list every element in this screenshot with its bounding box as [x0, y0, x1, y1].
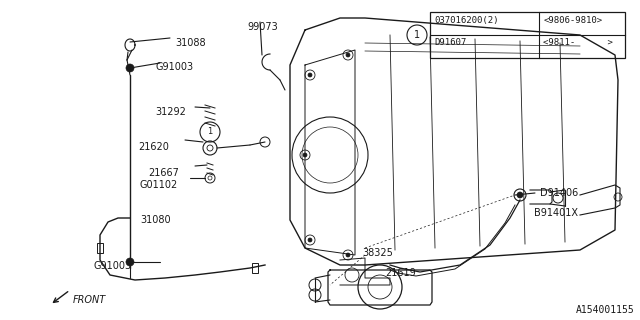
Text: 99073: 99073	[247, 22, 278, 32]
Text: FRONT: FRONT	[73, 295, 106, 305]
Text: 21667: 21667	[148, 168, 179, 178]
Text: <9811-      >: <9811- >	[543, 38, 613, 47]
Text: 21620: 21620	[138, 142, 169, 152]
Text: 1: 1	[414, 30, 420, 40]
Bar	[430, 12, 625, 58]
Text: 31080: 31080	[140, 215, 171, 225]
Text: G91003: G91003	[93, 261, 131, 271]
Text: G91003: G91003	[155, 62, 193, 72]
Text: A154001155: A154001155	[576, 305, 635, 315]
Text: 037016200(2): 037016200(2)	[434, 16, 499, 25]
Text: 31088: 31088	[175, 38, 205, 48]
Text: 1: 1	[207, 127, 212, 137]
Text: 21619: 21619	[385, 268, 416, 278]
Circle shape	[517, 192, 523, 198]
Bar	[97, 243, 103, 253]
Text: B91401X: B91401X	[534, 208, 578, 218]
Circle shape	[308, 73, 312, 77]
Text: 38325: 38325	[362, 248, 393, 258]
Circle shape	[346, 53, 350, 57]
Text: D91607: D91607	[434, 38, 467, 47]
Text: <9806-9810>: <9806-9810>	[543, 16, 602, 25]
Text: D91406: D91406	[540, 188, 579, 198]
Bar	[252, 263, 258, 273]
Circle shape	[303, 153, 307, 157]
Circle shape	[308, 238, 312, 242]
Text: G01102: G01102	[140, 180, 179, 190]
Circle shape	[126, 258, 134, 266]
Text: 31292: 31292	[155, 107, 186, 117]
Circle shape	[126, 64, 134, 72]
Circle shape	[346, 253, 350, 257]
